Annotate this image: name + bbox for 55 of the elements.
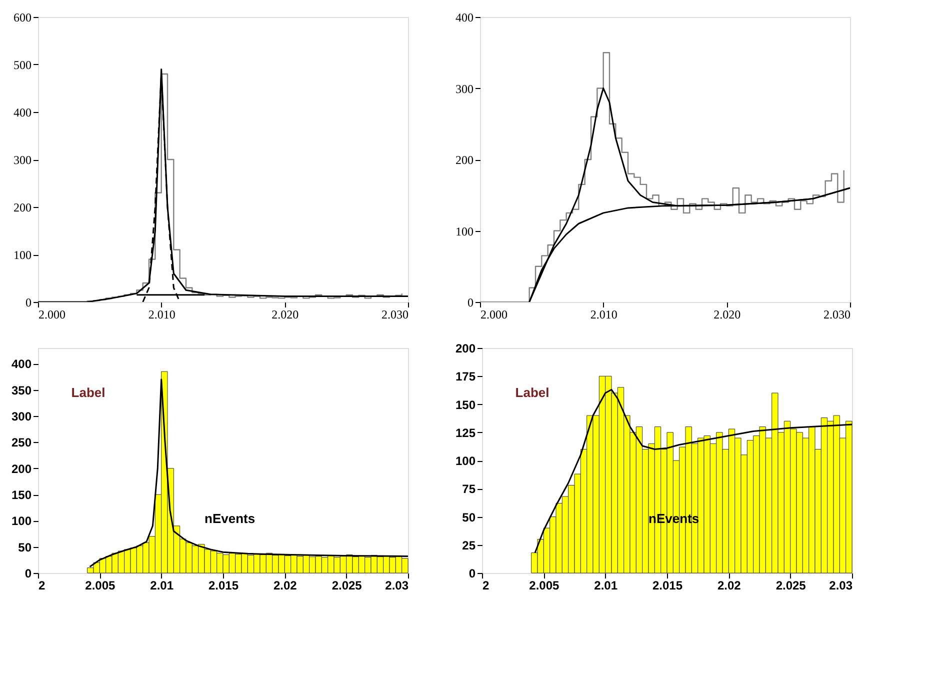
- x-tick-label: 2.000: [480, 308, 508, 322]
- x-tick-label: 2.02: [717, 578, 742, 592]
- y-tick-label: 300: [14, 153, 32, 167]
- y-tick-label: 125: [455, 426, 476, 440]
- x-tick-label: 2.005: [85, 578, 116, 592]
- x-tick-label: 2: [38, 578, 46, 592]
- y-tick-label: 50: [18, 540, 32, 554]
- y-tick-label: 300: [456, 82, 474, 96]
- y-tick-label: 100: [11, 514, 32, 528]
- y-tick-label: 400: [456, 10, 474, 24]
- x-tick-label: 2.005: [529, 578, 560, 592]
- y-tick-label: 0: [26, 296, 32, 310]
- y-tick-label: 0: [24, 566, 32, 580]
- y-tick-label: 0: [468, 566, 476, 580]
- y-tick-label: 100: [14, 248, 32, 262]
- x-tick-label: 2.02: [273, 578, 298, 592]
- y-tick-label: 250: [11, 436, 32, 450]
- x-tick-label: 2.010: [590, 308, 618, 322]
- x-tick-label: 2.015: [208, 578, 239, 592]
- y-tick-label: 300: [11, 410, 32, 424]
- x-tick-label: 2.01: [150, 578, 174, 592]
- x-tick-label: 2.03: [829, 578, 853, 592]
- y-tick-label: 0: [468, 296, 474, 310]
- x-tick-label: 2.03: [385, 578, 409, 592]
- y-tick-label: 100: [455, 454, 476, 468]
- y-tick-label: 200: [455, 342, 476, 356]
- x-tick-label: 2.030: [382, 308, 408, 322]
- y-tick-label: 100: [456, 224, 474, 238]
- y-tick-label: 600: [14, 10, 32, 24]
- y-tick-label: 500: [14, 58, 32, 72]
- y-tick-label: 25: [462, 538, 476, 552]
- y-tick-label: 150: [11, 488, 32, 502]
- x-tick-label: 2.010: [148, 308, 176, 322]
- x-tick-label: 2.020: [714, 308, 741, 322]
- y-tick-label: 200: [11, 462, 32, 476]
- y-tick-label: 50: [462, 510, 476, 524]
- y-tick-label: 200: [14, 200, 32, 214]
- x-tick-label: 2.020: [272, 308, 299, 322]
- x-tick-label: 2.000: [38, 308, 66, 322]
- x-tick-label: 2.030: [824, 308, 850, 322]
- y-tick-label: 200: [456, 153, 474, 167]
- x-tick-label: 2.01: [594, 578, 618, 592]
- annotation: Label: [71, 385, 106, 400]
- y-tick-label: 175: [455, 370, 476, 384]
- x-tick-label: 2.015: [652, 578, 683, 592]
- y-tick-label: 75: [462, 482, 476, 496]
- annotation: nEvents: [204, 511, 256, 526]
- x-tick-label: 2.025: [776, 578, 806, 592]
- y-tick-label: 400: [11, 357, 32, 372]
- annotation: Label: [515, 385, 550, 400]
- y-tick-label: 150: [455, 398, 476, 412]
- x-tick-label: 2.025: [332, 578, 362, 592]
- x-tick-label: 2: [482, 578, 490, 592]
- y-tick-label: 350: [11, 383, 32, 398]
- y-tick-label: 400: [14, 106, 32, 120]
